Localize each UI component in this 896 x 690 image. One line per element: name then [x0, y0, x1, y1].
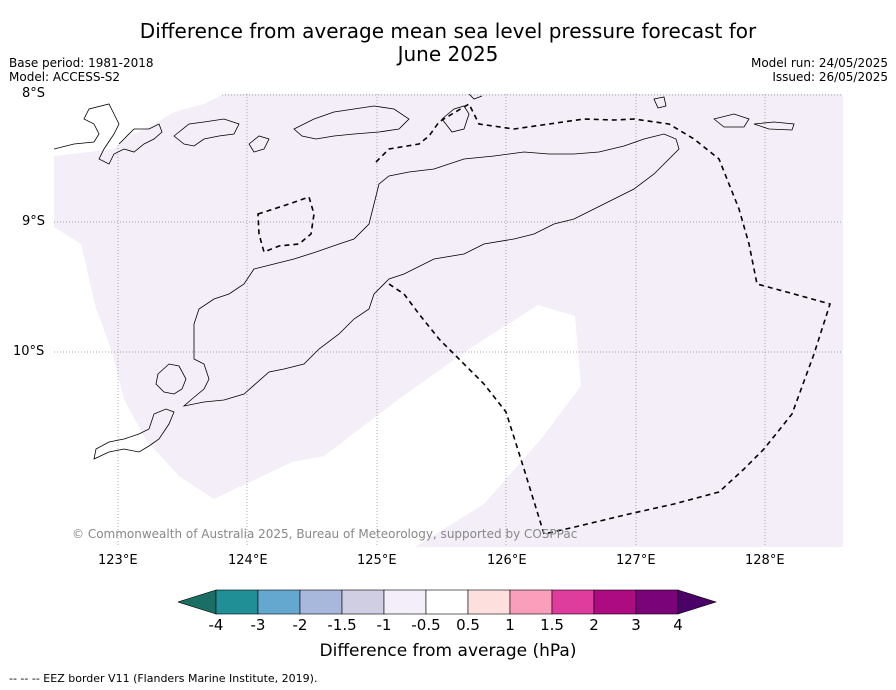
wetar-coastline: [293, 105, 410, 140]
lat-label-10s: 10°S: [13, 344, 45, 359]
colorbar-segment: [593, 589, 637, 615]
footer-note: -- -- -- EEZ border V11 (Flanders Marine…: [9, 672, 318, 685]
colorbar-tick-label: -4: [208, 616, 224, 634]
colorbar-segment: [299, 589, 343, 615]
alor-coastline: [54, 103, 163, 165]
base-period-text: Base period: 1981-2018: [9, 56, 154, 70]
colorbar-tick-label: -2: [292, 616, 308, 634]
colorbar-segment: [215, 589, 259, 615]
colorbar-tick-label: -0.5: [411, 616, 441, 634]
colorbar-segment: [509, 589, 553, 615]
colorbar-extend-high: [677, 589, 717, 615]
title-line-1: Difference from average mean sea level p…: [139, 19, 757, 43]
colorbar-extend-low: [178, 589, 217, 615]
colorbar-segment: [551, 589, 595, 615]
unshaded-area: [54, 94, 224, 156]
issued-text: Issued: 26/05/2025: [772, 70, 888, 84]
eez-north-line: [375, 102, 832, 535]
eez-oecusse-line: [257, 195, 315, 254]
lon-label-123e: 123°E: [98, 553, 138, 568]
colorbar-segment: [467, 589, 511, 615]
copyright-notice: © Commonwealth of Australia 2025, Bureau…: [72, 527, 578, 541]
colorbar-tick-label: 1: [505, 616, 515, 634]
eez-border: [257, 102, 832, 535]
lon-label-128e: 128°E: [745, 553, 785, 568]
colorbar-segment: [635, 589, 679, 615]
lon-label-127e: 127°E: [616, 553, 656, 568]
lat-label-8s: 8°S: [22, 86, 46, 101]
colorbar-tick-label: 1.5: [540, 616, 564, 634]
savu-coastline: [93, 408, 175, 460]
timor-coastline: [182, 133, 680, 407]
colorbar-label: Difference from average (hPa): [319, 641, 577, 661]
colorbar-tick-label: -1.5: [327, 616, 357, 634]
colorbar-tick-label: 2: [589, 616, 599, 634]
meta-left: Base period: 1981-2018 Model: ACCESS-S2: [9, 56, 154, 84]
colorbar-tick-label: -1: [376, 616, 392, 634]
lat-label-9s: 9°S: [22, 214, 46, 229]
lon-label-126e: 126°E: [487, 553, 527, 568]
colorbar-tick-label: -3: [250, 616, 266, 634]
colorbar-tick-label: 0.5: [456, 616, 480, 634]
title-line-2: June 2025: [397, 42, 499, 66]
colorbar-segment: [425, 589, 469, 615]
colorbar-segment: [383, 589, 427, 615]
chart-title: Difference from average mean sea level p…: [0, 20, 896, 66]
model-run-text: Model run: 24/05/2025: [750, 56, 888, 70]
colorbar-segments: [178, 589, 717, 615]
lon-label-125e: 125°E: [357, 553, 397, 568]
colorbar: [178, 589, 717, 615]
rote-coastline: [155, 363, 187, 395]
colorbar-segment: [257, 589, 301, 615]
pantar-coastline: [173, 118, 240, 147]
coastlines: [54, 94, 795, 460]
colorbar-segment: [341, 589, 385, 615]
anomaly-region-shading: [54, 94, 843, 547]
small-islands: [441, 94, 795, 133]
model-text: Model: ACCESS-S2: [9, 70, 121, 84]
atauro-coastline: [248, 135, 270, 153]
meta-right: Model run: 24/05/2025 Issued: 26/05/2025: [751, 56, 888, 84]
colorbar-tick-label: 4: [673, 616, 683, 634]
colorbar-tick-label: 3: [631, 616, 641, 634]
lon-label-124e: 124°E: [228, 553, 268, 568]
graticule: [54, 94, 843, 547]
pressure-anomaly-map: [54, 94, 843, 547]
